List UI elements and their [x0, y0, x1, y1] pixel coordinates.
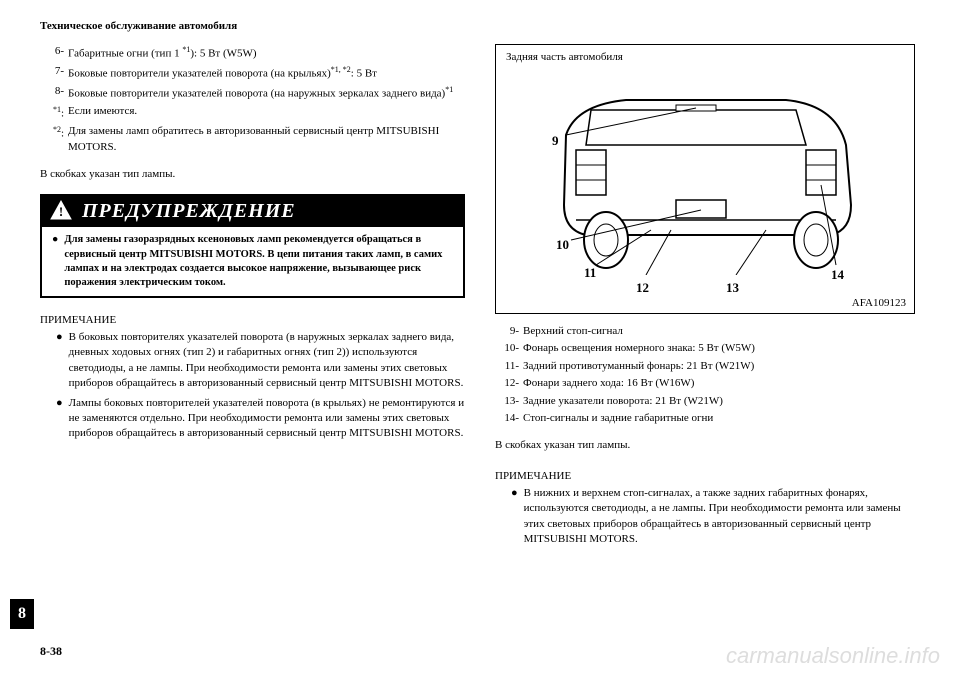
bracket-note: В скобках указан тип лампы. — [40, 167, 465, 182]
note-item: ● Лампы боковых повторителей указателей … — [56, 396, 465, 442]
bracket-note: В скобках указан тип лампы. — [495, 438, 920, 453]
list-num: 7- — [40, 64, 68, 82]
svg-text:!: ! — [59, 204, 63, 219]
list-text: Если имеются. — [68, 104, 465, 122]
callout-11: 11 — [584, 265, 596, 281]
list-item: 12- Фонари заднего хода: 16 Вт (W16W) — [495, 376, 920, 391]
callout-9: 9 — [552, 133, 559, 149]
warning-icon: ! — [50, 200, 72, 223]
note-label: ПРИМЕЧАНИЕ — [495, 470, 920, 482]
bullet-icon: ● — [52, 233, 58, 290]
callout-14: 14 — [831, 267, 844, 283]
figure-label: Задняя часть автомобиля — [506, 51, 623, 63]
bullet-icon: ● — [56, 396, 63, 442]
bullet-icon: ● — [56, 330, 63, 392]
list-item: 11- Задний противотуманный фонарь: 21 Вт… — [495, 359, 920, 374]
left-column: 6- Габаритные огни (тип 1 *1): 5 Вт (W5W… — [40, 44, 465, 551]
warning-header: ! ПРЕДУПРЕЖДЕНИЕ — [42, 196, 463, 227]
list-text: Фонари заднего хода: 16 Вт (W16W) — [523, 376, 920, 391]
list-num: 11- — [495, 359, 523, 374]
note-text: Лампы боковых повторителей указателей по… — [69, 396, 465, 442]
list-item: 9- Верхний стоп-сигнал — [495, 324, 920, 339]
list-text: Боковые повторители указателей поворота … — [68, 84, 465, 102]
list-num: *1: — [40, 104, 68, 122]
note-text: В нижних и верхнем стоп-сигналах, а такж… — [524, 486, 920, 548]
list-num: 13- — [495, 394, 523, 409]
warning-text: Для замены газоразрядных ксеноновых ламп… — [64, 233, 453, 290]
list-item: *2: Для замены ламп обратитесь в авториз… — [40, 124, 465, 155]
list-num: 14- — [495, 411, 523, 426]
list-text: Габаритные огни (тип 1 *1): 5 Вт (W5W) — [68, 44, 465, 62]
warning-box: ! ПРЕДУПРЕЖДЕНИЕ ● Для замены газоразряд… — [40, 194, 465, 298]
page-header: Техническое обслуживание автомобиля — [40, 20, 920, 32]
bullet-icon: ● — [511, 486, 518, 548]
list-item: 14- Стоп-сигналы и задние габаритные огн… — [495, 411, 920, 426]
list-text: Фонарь освещения номерного знака: 5 Вт (… — [523, 341, 920, 356]
list-text: Для замены ламп обратитесь в авторизован… — [68, 124, 465, 155]
list-num: 12- — [495, 376, 523, 391]
warning-title: ПРЕДУПРЕЖДЕНИЕ — [82, 200, 296, 223]
note-label: ПРИМЕЧАНИЕ — [40, 314, 465, 326]
list-num: 9- — [495, 324, 523, 339]
list-num: 10- — [495, 341, 523, 356]
list-item: 13- Задние указатели поворота: 21 Вт (W2… — [495, 394, 920, 409]
callout-10: 10 — [556, 237, 569, 253]
list-text: Боковые повторители указателей поворота … — [68, 64, 465, 82]
list-text: Задний противотуманный фонарь: 21 Вт (W2… — [523, 359, 920, 374]
note-item: ● В боковых повторителях указателей пово… — [56, 330, 465, 392]
list-item: *1: Если имеются. — [40, 104, 465, 122]
callout-13: 13 — [726, 280, 739, 296]
list-item: 10- Фонарь освещения номерного знака: 5 … — [495, 341, 920, 356]
list-text: Стоп-сигналы и задние габаритные огни — [523, 411, 920, 426]
note-item: ● В нижних и верхнем стоп-сигналах, а та… — [511, 486, 920, 548]
page-tab: 8 — [10, 599, 34, 629]
car-rear-illustration — [536, 75, 876, 275]
note-text: В боковых повторителях указателей поворо… — [69, 330, 465, 392]
warning-body: ● Для замены газоразрядных ксеноновых ла… — [42, 227, 463, 296]
callout-12: 12 — [636, 280, 649, 296]
list-item: 8- Боковые повторители указателей поворо… — [40, 84, 465, 102]
list-item: 7- Боковые повторители указателей поворо… — [40, 64, 465, 82]
list-item: 6- Габаритные огни (тип 1 *1): 5 Вт (W5W… — [40, 44, 465, 62]
page-number: 8-38 — [40, 644, 62, 659]
list-text: Верхний стоп-сигнал — [523, 324, 920, 339]
figure-code: AFA109123 — [852, 297, 906, 309]
list-num: 8- — [40, 84, 68, 102]
list-num: *2: — [40, 124, 68, 155]
watermark: carmanualsonline.info — [726, 643, 940, 669]
list-num: 6- — [40, 44, 68, 62]
right-column: Задняя часть автомобиля — [495, 44, 920, 551]
figure-box: Задняя часть автомобиля — [495, 44, 915, 314]
list-text: Задние указатели поворота: 21 Вт (W21W) — [523, 394, 920, 409]
content-columns: 6- Габаритные огни (тип 1 *1): 5 Вт (W5W… — [40, 44, 920, 551]
